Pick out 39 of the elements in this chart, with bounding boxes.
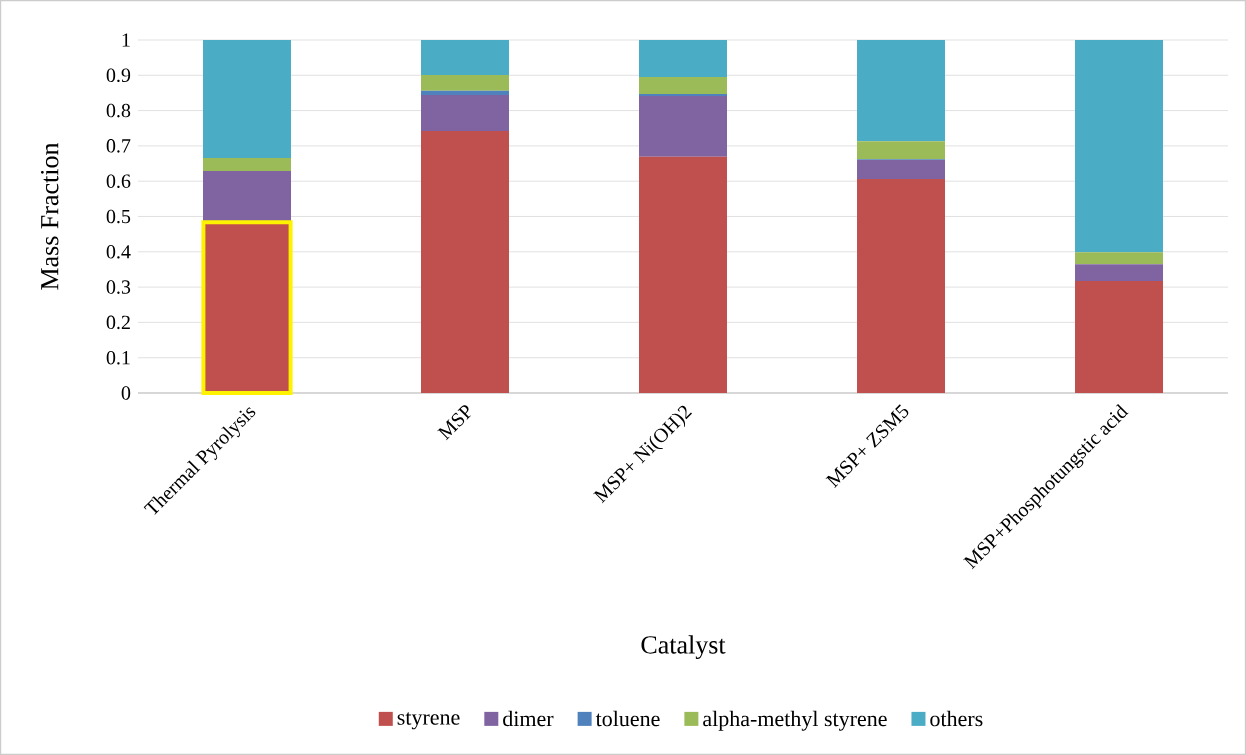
bar	[1075, 39, 1164, 253]
legend-label: styrene	[397, 712, 460, 730]
bar	[421, 131, 510, 393]
bar	[203, 157, 291, 171]
bar	[203, 170, 291, 223]
bar	[639, 77, 728, 95]
bar	[1075, 281, 1164, 393]
bar	[421, 95, 510, 132]
y-tick-label: 0.4	[106, 245, 131, 259]
bar	[639, 39, 728, 78]
bar	[421, 74, 510, 91]
y-tick-label: 0.8	[106, 103, 131, 118]
bar	[639, 96, 728, 157]
legend-label: alpha-methyl styrene	[703, 710, 887, 731]
bar	[639, 94, 728, 97]
y-tick-label: 0	[121, 386, 131, 400]
bar	[857, 160, 946, 180]
y-tick-label: 0.2	[106, 315, 130, 330]
bar	[203, 39, 291, 158]
legend-label: toluene	[595, 710, 660, 727]
x-axis-title: Catalyst	[641, 635, 726, 659]
y-tick-label: 0.7	[106, 139, 131, 153]
bar	[421, 90, 510, 96]
legend-label: dimer	[503, 710, 554, 727]
y-tick-label: 0.9	[106, 68, 131, 83]
legend-label: others	[930, 710, 983, 727]
bar	[1075, 252, 1164, 265]
y-tick-label: 1	[122, 33, 130, 47]
bar	[857, 39, 946, 142]
bar	[857, 179, 946, 393]
y-tick-label: 0.6	[106, 174, 131, 188]
y-tick-label: 0.5	[106, 209, 131, 224]
y-axis-title: Mass Fraction	[40, 142, 59, 290]
bar	[639, 156, 728, 393]
bar	[421, 39, 510, 75]
bar	[857, 141, 946, 160]
y-tick-label: 0.3	[106, 280, 131, 294]
bar	[1075, 264, 1164, 282]
y-tick-label: 0.1	[106, 350, 130, 365]
